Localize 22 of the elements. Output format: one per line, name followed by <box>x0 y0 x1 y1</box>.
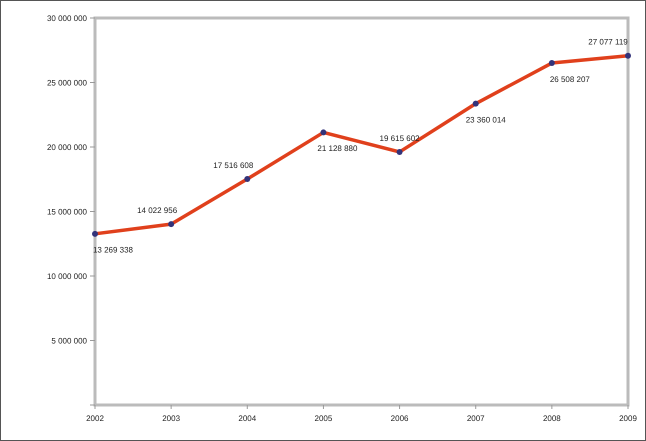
x-tick-label: 2005 <box>314 414 333 423</box>
text: 19 615 602 <box>380 134 420 143</box>
y-tick-label: 5 000 000 <box>51 336 88 346</box>
x-tick-label: 2006 <box>390 414 410 423</box>
y-tick-label: 15 000 000 <box>46 207 88 216</box>
text: 23 360 014 <box>466 115 506 124</box>
y-tick-label: 20 000 000 <box>46 142 88 152</box>
x-tick-label: 2009 <box>619 414 638 423</box>
y-tick-label: 30 000 000 <box>46 14 88 23</box>
text: 26 508 207 <box>550 74 590 84</box>
x-tick-label: 2004 <box>238 414 257 423</box>
x-tick-label: 2008 <box>542 414 562 423</box>
text: 21 128 880 <box>317 144 358 154</box>
x-tick-label: 2003 <box>162 414 181 423</box>
text: 14 022 956 <box>137 206 178 215</box>
text: 13 269 338 <box>92 246 134 255</box>
text: 17 516 608 <box>213 160 254 170</box>
y-tick-label: 25 000 000 <box>46 78 88 88</box>
x-tick-label: 2002 <box>86 414 104 423</box>
x-tick-label: 2007 <box>466 414 486 423</box>
y-tick-label: 10 000 000 <box>46 272 88 281</box>
text: 27 077 119 <box>588 38 628 47</box>
